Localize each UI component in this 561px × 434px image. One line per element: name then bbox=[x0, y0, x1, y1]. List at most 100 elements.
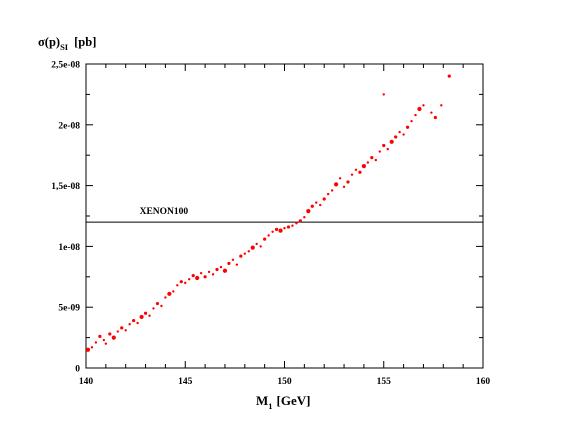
x-tick-label: 155 bbox=[377, 377, 392, 387]
data-point bbox=[295, 222, 298, 225]
data-point bbox=[143, 311, 148, 315]
data-point bbox=[291, 224, 294, 227]
data-point bbox=[330, 189, 334, 192]
data-point bbox=[378, 150, 381, 153]
data-point bbox=[405, 125, 410, 129]
data-point bbox=[231, 258, 235, 261]
data-point bbox=[243, 252, 246, 255]
data-point bbox=[90, 346, 94, 349]
data-point bbox=[108, 332, 112, 336]
data-point bbox=[247, 250, 250, 253]
y-tick-label: 0 bbox=[75, 365, 80, 375]
data-point bbox=[102, 338, 106, 342]
data-point bbox=[167, 291, 172, 296]
data-point bbox=[315, 201, 318, 204]
data-point bbox=[422, 104, 425, 107]
data-point bbox=[128, 323, 131, 326]
data-point bbox=[195, 275, 200, 281]
data-point bbox=[414, 113, 417, 117]
axis-labels: σ(p)SI [pb] M1 [GeV] bbox=[38, 35, 310, 411]
data-point bbox=[207, 270, 211, 274]
data-point bbox=[116, 330, 119, 333]
data-point bbox=[136, 321, 139, 325]
data-point bbox=[98, 334, 102, 338]
data-point bbox=[410, 119, 413, 123]
data-point bbox=[402, 133, 405, 136]
data-point bbox=[382, 143, 386, 148]
data-point bbox=[386, 147, 389, 151]
x-axis-title: M1 [GeV] bbox=[256, 393, 310, 411]
data-point bbox=[342, 185, 346, 189]
data-point bbox=[278, 228, 283, 233]
data-point bbox=[176, 284, 179, 287]
data-point bbox=[306, 209, 311, 214]
axis-ticks: 140 145 150 155 160 0 5e-09 1e-08 1,5e-08 2e-08 2,… bbox=[51, 61, 490, 388]
data-points bbox=[85, 74, 451, 352]
data-point bbox=[250, 245, 255, 250]
data-point bbox=[259, 245, 262, 248]
data-point bbox=[120, 326, 124, 330]
data-point bbox=[303, 216, 306, 219]
data-point bbox=[263, 237, 267, 241]
data-point bbox=[85, 347, 91, 352]
data-point bbox=[334, 182, 339, 187]
data-point bbox=[350, 173, 354, 176]
y-tick-label: 2e-08 bbox=[58, 121, 80, 131]
data-point bbox=[139, 314, 144, 320]
data-point bbox=[322, 197, 326, 201]
data-point bbox=[382, 93, 385, 96]
data-point bbox=[184, 281, 187, 285]
data-point bbox=[239, 254, 243, 258]
data-point bbox=[274, 227, 279, 231]
data-point bbox=[338, 177, 342, 180]
data-point bbox=[219, 265, 223, 269]
data-point bbox=[124, 329, 127, 332]
data-point bbox=[160, 304, 163, 308]
x-tick-label: 150 bbox=[277, 377, 292, 387]
data-point bbox=[199, 271, 203, 275]
x-tick-label: 140 bbox=[79, 377, 94, 387]
data-point bbox=[354, 168, 358, 171]
data-point bbox=[394, 135, 398, 139]
data-point bbox=[255, 242, 258, 246]
data-point bbox=[370, 156, 374, 160]
data-point bbox=[319, 203, 322, 207]
data-point bbox=[417, 106, 422, 112]
data-point bbox=[447, 74, 451, 78]
data-point bbox=[148, 314, 151, 317]
data-point bbox=[389, 139, 394, 144]
data-point bbox=[433, 115, 437, 120]
data-point bbox=[361, 164, 366, 169]
data-point bbox=[310, 204, 314, 208]
data-point bbox=[132, 318, 136, 323]
data-point bbox=[191, 273, 195, 278]
data-point bbox=[203, 275, 207, 279]
data-point bbox=[440, 104, 443, 107]
data-point bbox=[430, 111, 433, 114]
data-point bbox=[267, 234, 270, 237]
data-point bbox=[283, 226, 286, 230]
data-point bbox=[227, 261, 231, 266]
data-point bbox=[188, 278, 191, 281]
y-tick-label: 5e-09 bbox=[58, 304, 80, 314]
data-point bbox=[155, 301, 160, 306]
data-point bbox=[235, 263, 239, 266]
y-tick-label: 1e-08 bbox=[58, 243, 80, 253]
y-axis-title: σ(p)SI [pb] bbox=[38, 35, 96, 52]
data-point bbox=[326, 192, 330, 196]
data-point bbox=[164, 296, 167, 299]
data-point bbox=[104, 342, 108, 345]
x-tick-label: 160 bbox=[476, 377, 491, 387]
x-tick-label: 145 bbox=[178, 377, 193, 387]
data-point bbox=[374, 158, 378, 162]
reference-line-group: XENON100 bbox=[86, 207, 483, 223]
data-point bbox=[346, 180, 350, 184]
data-point bbox=[179, 280, 183, 284]
data-point bbox=[366, 161, 370, 164]
data-point bbox=[358, 170, 362, 174]
xenon100-label: XENON100 bbox=[140, 207, 189, 217]
data-point bbox=[94, 341, 98, 344]
y-tick-label: 1,5e-08 bbox=[51, 182, 80, 192]
data-point bbox=[271, 230, 274, 234]
